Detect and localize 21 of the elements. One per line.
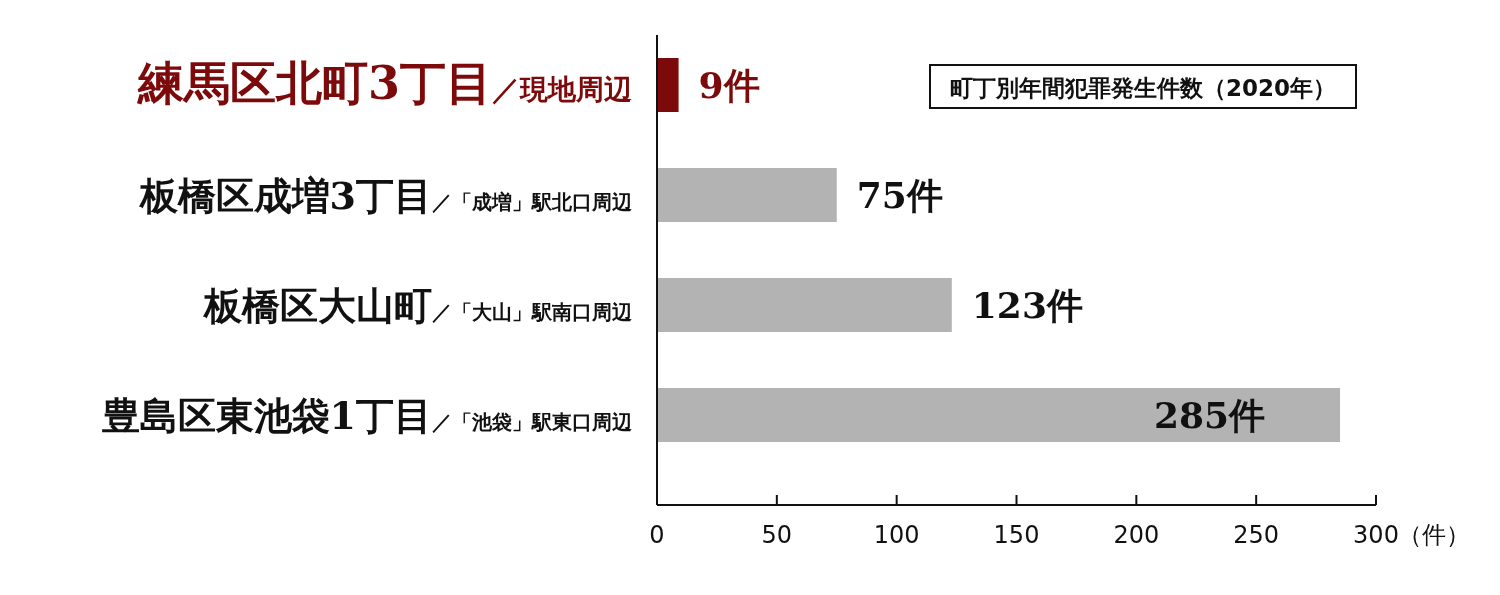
x-tick-label: 150	[993, 521, 1040, 549]
bar	[657, 168, 837, 222]
data-label: 75件	[856, 174, 943, 216]
x-tick-label: 100	[873, 521, 920, 549]
y-tick-label: 板橋区大山町／「大山」駅南口周辺	[202, 283, 633, 328]
bar	[657, 388, 1341, 442]
x-axis-title: （件）	[1398, 521, 1470, 549]
y-tick-label: 練馬区北町3丁目／現地周辺	[135, 56, 632, 110]
x-tick-label: 250	[1233, 521, 1280, 549]
bar	[657, 278, 952, 332]
data-label: 285件	[1153, 394, 1266, 436]
y-tick-label: 豊島区東池袋1丁目／「池袋」駅東口周辺	[101, 393, 633, 438]
data-label: 123件	[971, 284, 1083, 326]
x-tick-label: 300	[1353, 521, 1399, 549]
x-tick-label: 50	[761, 521, 793, 549]
x-tick-label: 0	[649, 521, 665, 549]
y-tick-label: 板橋区成増3丁目／「成増」駅北口周辺	[137, 173, 633, 218]
bar	[657, 58, 679, 112]
x-tick-label: 200	[1113, 521, 1160, 549]
text: 町丁別年間犯罪発生件数（2020年）	[949, 75, 1337, 101]
data-label: 9件	[698, 64, 760, 106]
